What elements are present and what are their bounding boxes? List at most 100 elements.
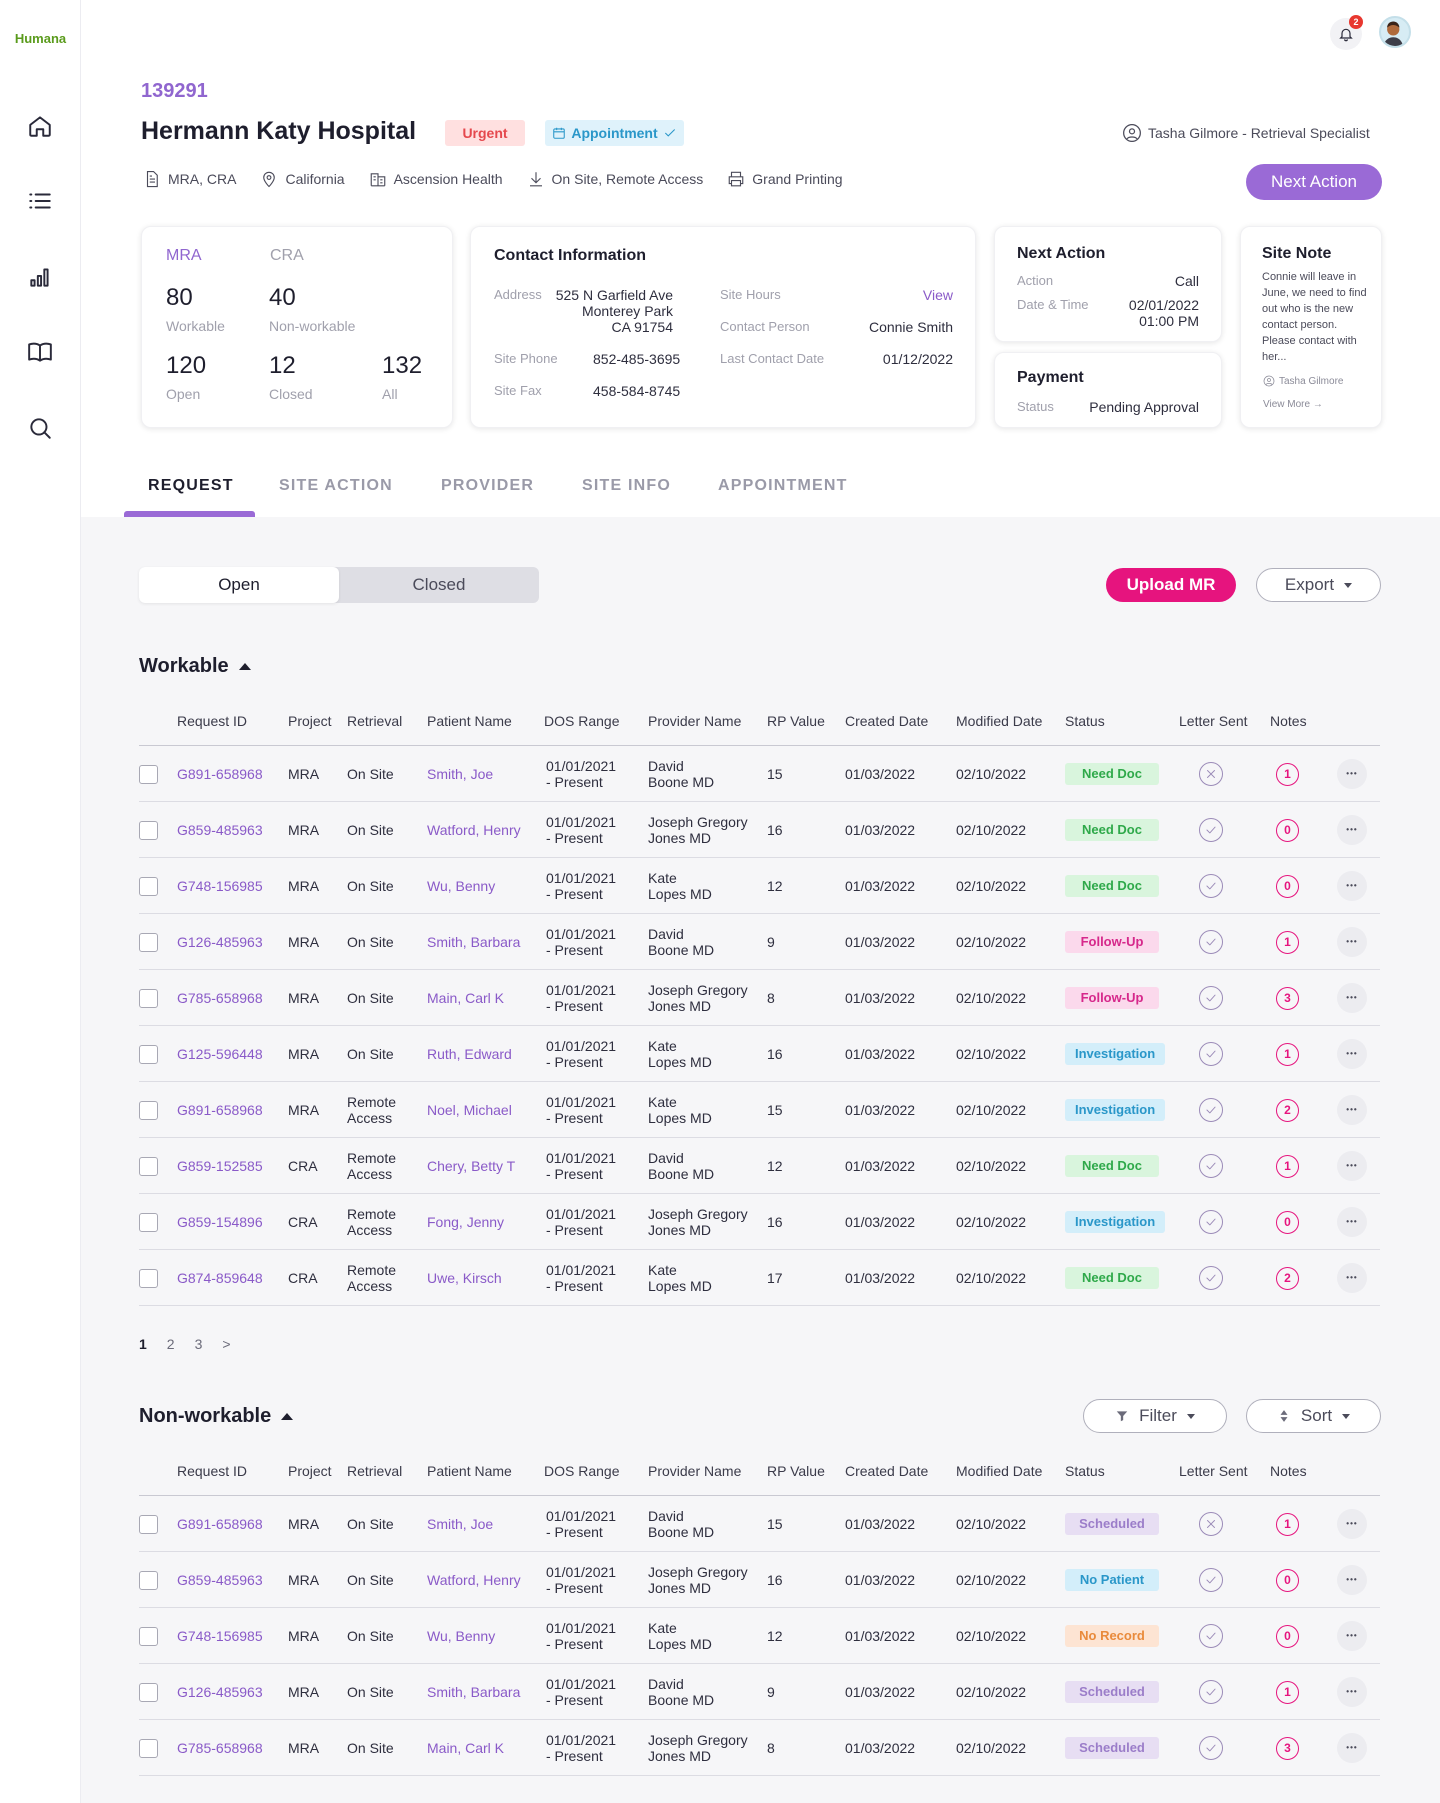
table-row[interactable]: G891-658968 MRA On Site Smith, Joe 01/01/202… xyxy=(139,1496,1380,1552)
request-id-link[interactable]: G785-658968 xyxy=(177,990,263,1006)
table-row[interactable]: G859-154896 CRA Remote Access Fong, Jenny 01… xyxy=(139,1194,1380,1250)
notes-count-button[interactable]: 0 xyxy=(1276,874,1299,898)
table-row[interactable]: G891-658968 MRA Remote Access Noel, Michael… xyxy=(139,1082,1380,1138)
table-row[interactable]: G125-596448 MRA On Site Ruth, Edward 01/01/2… xyxy=(139,1026,1380,1082)
column-header[interactable]: Retrieval xyxy=(347,713,403,729)
notes-count-button[interactable]: 0 xyxy=(1276,818,1299,842)
row-checkbox[interactable] xyxy=(139,988,158,1008)
appointment-badge[interactable]: Appointment xyxy=(545,120,684,146)
cra-label[interactable]: CRA xyxy=(270,247,304,264)
row-checkbox[interactable] xyxy=(139,876,158,896)
request-id-link[interactable]: G748-156985 xyxy=(177,878,263,894)
more-options-button[interactable]: ••• xyxy=(1337,1095,1367,1125)
list-icon[interactable] xyxy=(24,185,56,217)
column-header[interactable]: Request ID xyxy=(177,1463,248,1479)
patient-name-link[interactable]: Watford, Henry xyxy=(427,1572,521,1588)
more-options-button[interactable]: ••• xyxy=(1337,1565,1367,1595)
table-row[interactable]: G785-658968 MRA On Site Main, Carl K 01/01/2… xyxy=(139,1720,1380,1776)
column-header[interactable]: RP Value xyxy=(767,713,825,729)
view-more-link[interactable]: View More → xyxy=(1263,399,1323,410)
notes-count-button[interactable]: 1 xyxy=(1276,1512,1299,1536)
column-header[interactable]: Status xyxy=(1065,1463,1105,1479)
column-header[interactable]: DOS Range xyxy=(544,713,620,729)
request-id-link[interactable]: G859-485963 xyxy=(177,822,263,838)
notes-count-button[interactable]: 1 xyxy=(1276,1042,1299,1066)
patient-name-link[interactable]: Smith, Joe xyxy=(427,766,494,782)
table-row[interactable]: G785-658968 MRA On Site Main, Carl K 01/01/2… xyxy=(139,970,1380,1026)
next-action-button[interactable]: Next Action xyxy=(1246,164,1382,200)
notes-count-button[interactable]: 3 xyxy=(1276,1736,1299,1760)
more-options-button[interactable]: ••• xyxy=(1337,927,1367,957)
patient-name-link[interactable]: Smith, Barbara xyxy=(427,934,521,950)
more-options-button[interactable]: ••• xyxy=(1337,1509,1367,1539)
request-id-link[interactable]: G859-152585 xyxy=(177,1158,263,1174)
patient-name-link[interactable]: Main, Carl K xyxy=(427,1740,505,1756)
patient-name-link[interactable]: Main, Carl K xyxy=(427,990,505,1006)
more-options-button[interactable]: ••• xyxy=(1337,1263,1367,1293)
column-header[interactable]: Retrieval xyxy=(347,1463,403,1479)
mra-label[interactable]: MRA xyxy=(166,247,202,264)
more-options-button[interactable]: ••• xyxy=(1337,871,1367,901)
column-header[interactable]: Notes xyxy=(1270,713,1307,729)
more-options-button[interactable]: ••• xyxy=(1337,1207,1367,1237)
site-hours-view-link[interactable]: View xyxy=(922,287,953,303)
column-header[interactable]: Notes xyxy=(1270,1463,1307,1479)
open-toggle[interactable]: Open xyxy=(139,567,339,603)
column-header[interactable]: Modified Date xyxy=(956,713,1043,729)
patient-name-link[interactable]: Watford, Henry xyxy=(427,822,521,838)
search-icon[interactable] xyxy=(24,412,56,444)
nonworkable-section-title[interactable]: Non-workable xyxy=(139,1405,294,1428)
request-id-link[interactable]: G891-658968 xyxy=(177,1102,263,1118)
request-id-link[interactable]: G891-658968 xyxy=(177,1516,263,1532)
table-row[interactable]: G748-156985 MRA On Site Wu, Benny 01/01/2021… xyxy=(139,1608,1380,1664)
notes-count-button[interactable]: 0 xyxy=(1276,1210,1299,1234)
page-1[interactable]: 1 xyxy=(139,1336,147,1352)
row-checkbox[interactable] xyxy=(139,820,158,840)
notes-count-button[interactable]: 3 xyxy=(1276,986,1299,1010)
column-header[interactable]: Provider Name xyxy=(648,713,742,729)
column-header[interactable]: Patient Name xyxy=(427,1463,512,1479)
patient-name-link[interactable]: Ruth, Edward xyxy=(427,1046,512,1062)
closed-toggle[interactable]: Closed xyxy=(412,575,466,594)
tab-appointment[interactable]: APPOINTMENT xyxy=(718,477,848,494)
next-page[interactable]: > xyxy=(222,1336,231,1352)
column-header[interactable]: Request ID xyxy=(177,713,248,729)
more-options-button[interactable]: ••• xyxy=(1337,1151,1367,1181)
row-checkbox[interactable] xyxy=(139,1268,158,1288)
table-row[interactable]: G748-156985 MRA On Site Wu, Benny 01/01/2021… xyxy=(139,858,1380,914)
tab-site-info[interactable]: SITE INFO xyxy=(582,477,672,494)
column-header[interactable]: Modified Date xyxy=(956,1463,1043,1479)
request-id-link[interactable]: G125-596448 xyxy=(177,1046,263,1062)
more-options-button[interactable]: ••• xyxy=(1337,1039,1367,1069)
workable-section-title[interactable]: Workable xyxy=(139,655,251,678)
column-header[interactable]: Provider Name xyxy=(648,1463,742,1479)
request-id-link[interactable]: G859-154896 xyxy=(177,1214,263,1230)
avatar[interactable] xyxy=(1379,16,1411,48)
book-icon[interactable] xyxy=(24,336,56,368)
column-header[interactable]: RP Value xyxy=(767,1463,825,1479)
more-options-button[interactable]: ••• xyxy=(1337,815,1367,845)
logo[interactable]: Humana xyxy=(14,31,67,46)
column-header[interactable]: Letter Sent xyxy=(1179,713,1248,729)
row-checkbox[interactable] xyxy=(139,1626,158,1646)
notes-count-button[interactable]: 0 xyxy=(1276,1568,1299,1592)
table-row[interactable]: G859-485963 MRA On Site Watford, Henry 01/01… xyxy=(139,1552,1380,1608)
column-header[interactable]: DOS Range xyxy=(544,1463,620,1479)
more-options-button[interactable]: ••• xyxy=(1337,1621,1367,1651)
filter-button[interactable]: Filter xyxy=(1083,1399,1227,1433)
request-id-link[interactable]: G748-156985 xyxy=(177,1628,263,1644)
home-icon[interactable] xyxy=(24,110,56,142)
row-checkbox[interactable] xyxy=(139,1212,158,1232)
notes-count-button[interactable]: 1 xyxy=(1276,930,1299,954)
more-options-button[interactable]: ••• xyxy=(1337,983,1367,1013)
row-checkbox[interactable] xyxy=(139,932,158,952)
request-id-link[interactable]: G126-485963 xyxy=(177,934,263,950)
notes-count-button[interactable]: 2 xyxy=(1276,1098,1299,1122)
notifications-button[interactable]: 2 xyxy=(1330,15,1363,50)
row-checkbox[interactable] xyxy=(139,764,158,784)
row-checkbox[interactable] xyxy=(139,1514,158,1534)
row-checkbox[interactable] xyxy=(139,1570,158,1590)
table-row[interactable]: G891-658968 MRA On Site Smith, Joe 01/01/202… xyxy=(139,746,1380,802)
patient-name-link[interactable]: Wu, Benny xyxy=(427,1628,496,1644)
tab-site-action[interactable]: SITE ACTION xyxy=(279,477,393,494)
